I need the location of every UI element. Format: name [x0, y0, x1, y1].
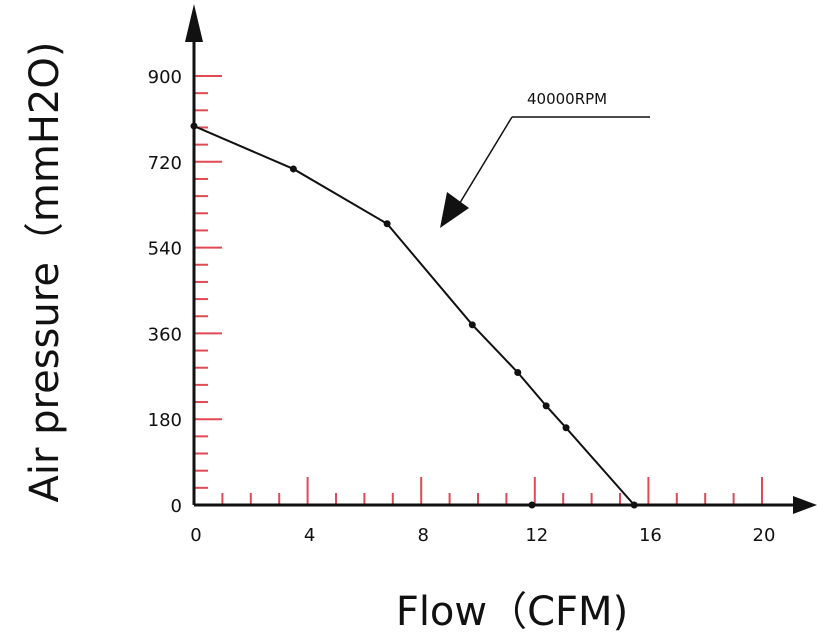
- annotation-label: 40000RPM: [527, 90, 607, 108]
- annotations: 40000RPM: [440, 90, 650, 228]
- annotation-arrowhead: [440, 192, 469, 228]
- x-axis-title: Flow（CFM): [396, 589, 628, 635]
- y-tick-label: 0: [171, 496, 182, 517]
- x-tick-label: 0: [190, 525, 201, 546]
- x-tick-label: 8: [417, 525, 428, 546]
- data-point: [514, 368, 522, 376]
- data-point: [383, 220, 391, 228]
- data-point: [630, 501, 638, 509]
- data-point: [190, 122, 198, 130]
- data-point: [542, 402, 550, 410]
- data-point: [289, 165, 297, 173]
- data-point: [562, 424, 570, 432]
- x-tick-label: 20: [753, 525, 776, 546]
- y-tick-label: 360: [148, 324, 182, 345]
- x-tick-label: 12: [525, 525, 548, 546]
- axis-marker-point: [528, 501, 536, 509]
- data-point: [468, 321, 476, 329]
- tick-labels: 0 4 8 12 16 20 0 180 360 540 720 900: [148, 67, 776, 546]
- y-tick-label: 900: [148, 67, 182, 88]
- y-axis-arrow: [185, 4, 203, 42]
- axes: [185, 4, 817, 514]
- x-tick-label: 4: [304, 525, 315, 546]
- y-tick-label: 180: [148, 410, 182, 431]
- y-tick-label: 720: [148, 153, 182, 174]
- tick-marks: [194, 75, 763, 505]
- annotation-arrow-shaft: [457, 116, 513, 207]
- x-axis-arrow: [793, 496, 817, 514]
- x-tick-label: 16: [639, 525, 662, 546]
- series-line: [193, 125, 635, 506]
- y-tick-label: 540: [148, 239, 182, 260]
- y-axis-title: Air pressure（mmH2O): [22, 42, 68, 503]
- series: [190, 122, 638, 509]
